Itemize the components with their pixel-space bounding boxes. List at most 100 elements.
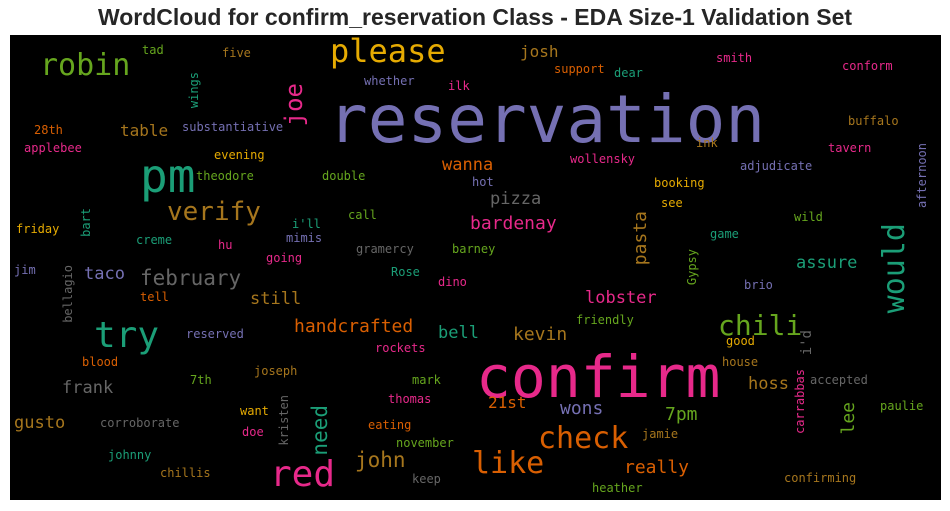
word-carrabbas: carrabbas bbox=[793, 369, 807, 435]
word-booking: booking bbox=[654, 176, 705, 190]
chart-title: WordCloud for confirm_reservation Class … bbox=[97, 4, 853, 30]
word-hoss: hoss bbox=[748, 374, 789, 394]
word-lee: lee bbox=[838, 402, 859, 435]
word-barney: barney bbox=[452, 242, 496, 256]
word-bell: bell bbox=[438, 323, 479, 343]
word-assure: assure bbox=[796, 253, 858, 273]
word-28th: 28th bbox=[34, 123, 63, 137]
word-gramercy: gramercy bbox=[356, 242, 414, 256]
word-reservation: reservation bbox=[328, 81, 766, 158]
word-pasta: pasta bbox=[630, 211, 651, 266]
word-see: see bbox=[661, 196, 683, 210]
word-wons: wons bbox=[560, 398, 604, 419]
word-taco: taco bbox=[84, 264, 125, 284]
word-friday: friday bbox=[16, 222, 60, 236]
word-like: like bbox=[472, 446, 545, 481]
word-gusto: gusto bbox=[14, 413, 66, 433]
wordcloud-canvas: reservation confirm pm try red please robin wou… bbox=[10, 35, 941, 500]
word-bardenay: bardenay bbox=[470, 213, 557, 234]
word-dear: dear bbox=[614, 66, 643, 80]
word-heather: heather bbox=[592, 481, 643, 495]
word-whether: whether bbox=[364, 74, 415, 88]
word-confirm: confirm bbox=[476, 343, 721, 411]
word-john: john bbox=[355, 448, 406, 472]
word-really: really bbox=[624, 457, 690, 478]
word-rockets: rockets bbox=[375, 341, 426, 355]
word-call: call bbox=[348, 208, 377, 222]
word-buffalo: buffalo bbox=[848, 114, 899, 128]
word-7th: 7th bbox=[190, 373, 212, 387]
word-doe: doe bbox=[242, 425, 264, 439]
word-hu: hu bbox=[218, 238, 233, 252]
word-mimis: mimis bbox=[286, 231, 323, 245]
word-handcrafted: handcrafted bbox=[294, 316, 414, 337]
word-brio: brio bbox=[744, 278, 773, 292]
word-corroborate: corroborate bbox=[100, 416, 180, 430]
word-substantiative: substantiative bbox=[182, 120, 284, 134]
word-rose: Rose bbox=[391, 265, 420, 279]
word-check: check bbox=[538, 421, 629, 456]
word-verify: verify bbox=[167, 197, 261, 227]
word-pizza: pizza bbox=[490, 189, 542, 209]
word-jim: jim bbox=[14, 263, 36, 277]
word-chili: chili bbox=[718, 309, 803, 342]
word-want: want bbox=[240, 404, 269, 418]
word-jamie: jamie bbox=[642, 427, 679, 441]
word-friendly: friendly bbox=[576, 313, 634, 327]
word-evening: evening bbox=[214, 148, 265, 162]
word-hot: hot bbox=[472, 175, 494, 189]
word-tell: tell bbox=[140, 290, 169, 304]
word-creme: creme bbox=[136, 233, 173, 247]
word-wanna: wanna bbox=[442, 155, 494, 175]
word-wollensky: wollensky bbox=[570, 152, 636, 166]
word-chillis: chillis bbox=[160, 466, 211, 480]
word-try: try bbox=[94, 315, 160, 356]
word-conform: conform bbox=[842, 59, 893, 73]
word-november: november bbox=[396, 436, 454, 450]
word-frank: frank bbox=[62, 378, 114, 398]
word-still: still bbox=[250, 289, 302, 309]
word-table: table bbox=[120, 121, 169, 140]
word-wild: wild bbox=[794, 210, 823, 224]
word-wings: wings bbox=[187, 72, 201, 109]
word-eating: eating bbox=[368, 418, 412, 432]
word-kristen: kristen bbox=[277, 395, 291, 446]
word-mark: mark bbox=[412, 373, 441, 387]
word-february: february bbox=[140, 266, 242, 290]
word-house: house bbox=[722, 355, 759, 369]
word-would: would bbox=[877, 223, 912, 314]
word-i-ll: i'll bbox=[292, 217, 321, 231]
word-tavern: tavern bbox=[828, 141, 872, 155]
word-please: please bbox=[330, 35, 446, 70]
word-joseph: joseph bbox=[254, 364, 298, 378]
word-smith: smith bbox=[716, 51, 753, 65]
word-i-d: i'd bbox=[799, 330, 815, 356]
word-reserved: reserved bbox=[186, 327, 244, 341]
word-bart: bart bbox=[79, 208, 93, 237]
word-applebee: applebee bbox=[24, 141, 82, 155]
word-pm: pm bbox=[140, 149, 196, 203]
word-7pm: 7pm bbox=[665, 404, 698, 425]
word-adjudicate: adjudicate bbox=[740, 159, 813, 173]
word-need: need bbox=[308, 405, 332, 456]
word-johnny: johnny bbox=[108, 448, 152, 462]
word-josh: josh bbox=[520, 42, 559, 61]
word-kevin: kevin bbox=[513, 324, 568, 345]
word-paulie: paulie bbox=[880, 399, 924, 413]
word-thomas: thomas bbox=[388, 392, 432, 406]
word-21st: 21st bbox=[488, 393, 527, 412]
word-five: five bbox=[222, 46, 251, 60]
word-robin: robin bbox=[40, 48, 131, 83]
word-blood: blood bbox=[82, 355, 119, 369]
word-going: going bbox=[266, 251, 303, 265]
word-afternoon: afternoon bbox=[915, 143, 929, 209]
word-accepted: accepted bbox=[810, 373, 868, 387]
word-tad: tad bbox=[142, 43, 164, 57]
word-ink: ink bbox=[696, 136, 718, 150]
word-double: double bbox=[322, 169, 366, 183]
word-lobster: lobster bbox=[585, 288, 657, 308]
word-joe: joe bbox=[280, 83, 308, 127]
word-theodore: theodore bbox=[196, 169, 254, 183]
word-support: support bbox=[554, 62, 605, 76]
word-bellagio: bellagio bbox=[61, 265, 75, 323]
